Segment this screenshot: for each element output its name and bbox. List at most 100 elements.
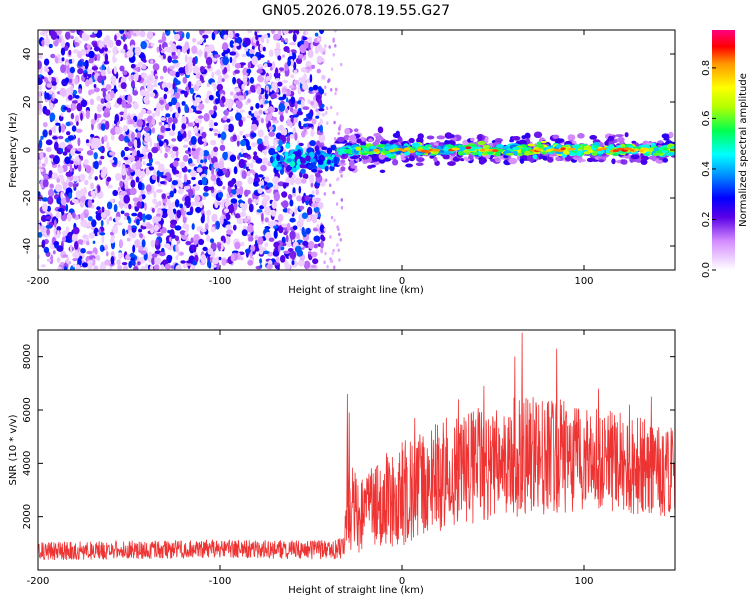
noise-mark	[173, 33, 181, 41]
noise-mark	[74, 240, 79, 250]
noise-mark	[211, 82, 217, 87]
noise-mark	[81, 262, 88, 268]
ridge-halo-mark	[668, 131, 674, 138]
noise-mark	[285, 234, 289, 243]
noise-mark	[71, 100, 79, 104]
noise-mark	[318, 98, 323, 107]
noise-mark	[101, 79, 105, 86]
noise-mark	[53, 241, 60, 246]
snr-frame	[37, 329, 676, 571]
noise-mark	[58, 174, 64, 180]
noise-mark	[255, 34, 259, 41]
noise-mark	[262, 197, 267, 204]
noise-mark	[273, 225, 278, 229]
noise-mark	[254, 235, 259, 241]
noise-mark	[118, 134, 126, 142]
noise-mark	[109, 199, 115, 203]
noise-mark	[57, 230, 60, 239]
noise-mark	[195, 110, 202, 114]
noise-mark	[252, 155, 259, 161]
ridge-halo-mark	[349, 159, 355, 167]
noise-mark	[100, 212, 106, 218]
ridge-halo-mark	[353, 128, 359, 132]
noise-mark	[163, 87, 169, 92]
noise-mark	[256, 69, 263, 74]
noise-mark	[81, 32, 87, 41]
noise-mark	[260, 185, 265, 189]
noise-mark	[287, 59, 291, 67]
noise-mark	[128, 147, 135, 151]
noise-mark	[208, 44, 215, 52]
noise-fringe-mark	[323, 228, 326, 232]
x-tick-label: -100	[209, 276, 232, 287]
noise-mark	[130, 179, 136, 188]
noise-mark	[113, 103, 120, 108]
noise-mark	[66, 131, 71, 136]
transition-mark	[269, 156, 274, 164]
noise-mark	[174, 30, 179, 33]
noise-mark	[143, 96, 149, 103]
noise-mark	[56, 226, 62, 232]
ridge-core-mark	[523, 150, 531, 156]
noise-mark	[289, 209, 294, 215]
noise-mark	[212, 57, 218, 62]
noise-mark	[168, 101, 173, 107]
noise-mark	[309, 140, 316, 147]
noise-mark	[229, 40, 235, 48]
noise-mark	[128, 119, 135, 125]
noise-mark	[49, 183, 54, 189]
ridge-peak-mark	[408, 150, 414, 154]
ridge-halo-mark	[618, 140, 624, 144]
noise-mark	[283, 231, 288, 236]
noise-mark	[222, 115, 228, 121]
ridge-halo-mark	[542, 155, 548, 161]
noise-mark	[132, 122, 138, 128]
noise-mark	[234, 88, 241, 93]
noise-mark	[161, 193, 166, 200]
noise-mark	[75, 128, 83, 133]
noise-mark	[248, 110, 252, 115]
noise-mark	[213, 162, 220, 169]
noise-mark	[136, 131, 141, 140]
noise-mark	[201, 131, 207, 139]
noise-mark	[113, 66, 117, 75]
noise-mark	[290, 115, 294, 124]
noise-mark	[123, 156, 129, 161]
noise-mark	[101, 235, 105, 244]
noise-mark	[216, 83, 223, 91]
noise-mark	[187, 122, 194, 127]
noise-mark	[162, 259, 169, 266]
noise-mark	[225, 224, 233, 230]
noise-mark	[229, 91, 234, 96]
noise-mark	[110, 256, 115, 265]
noise-mark	[215, 98, 220, 105]
noise-mark	[89, 98, 95, 106]
noise-mark	[230, 253, 235, 262]
noise-mark	[131, 227, 137, 233]
noise-mark	[132, 197, 140, 202]
noise-mark	[42, 129, 48, 138]
noise-mark	[266, 182, 274, 188]
noise-mark	[67, 135, 75, 141]
noise-mark	[176, 45, 183, 50]
noise-mark	[213, 146, 219, 153]
noise-mark	[65, 171, 73, 177]
noise-mark	[90, 182, 94, 190]
noise-mark	[60, 38, 66, 48]
noise-mark	[70, 30, 76, 33]
noise-mark	[214, 70, 221, 76]
noise-mark	[86, 142, 92, 147]
noise-mark	[299, 53, 304, 59]
noise-mark	[189, 87, 194, 95]
noise-mark	[219, 216, 224, 225]
noise-mark	[160, 264, 165, 270]
noise-mark	[279, 114, 284, 122]
noise-mark	[303, 73, 307, 81]
noise-mark	[184, 54, 188, 63]
noise-mark	[70, 85, 74, 94]
noise-mark	[278, 103, 286, 112]
noise-mark	[256, 209, 263, 213]
noise-mark	[172, 117, 178, 124]
noise-mark	[106, 201, 113, 210]
